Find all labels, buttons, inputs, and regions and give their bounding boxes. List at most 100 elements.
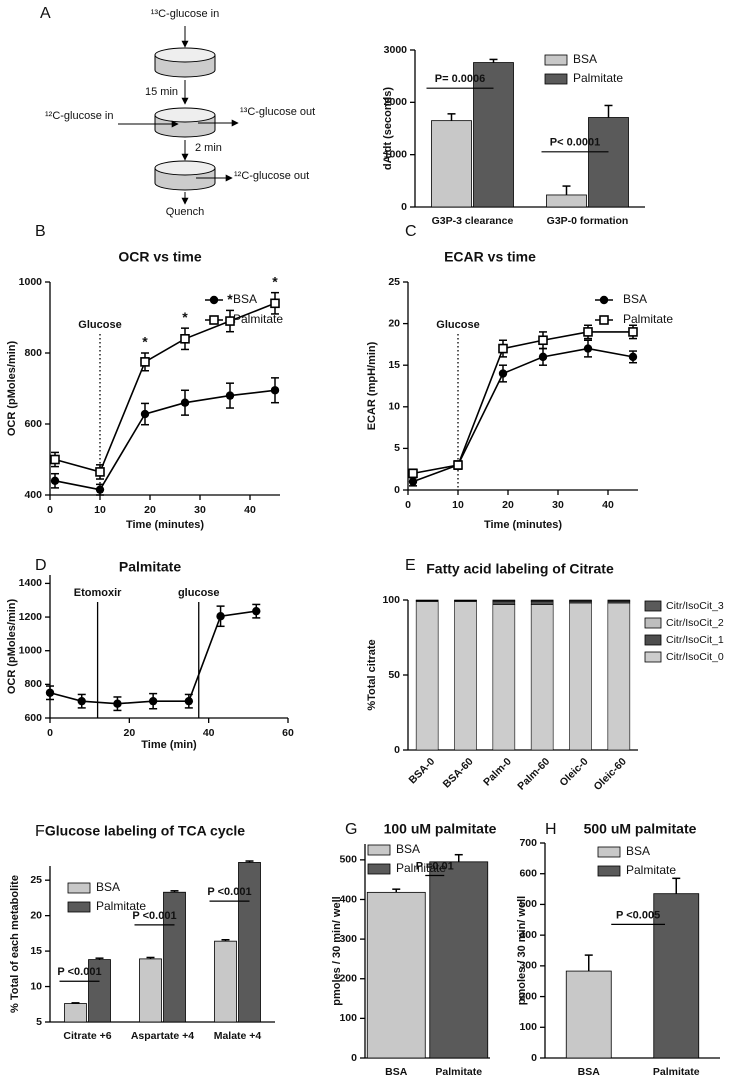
y-tick-label: 300 [339,933,357,945]
y-axis-label: pmoles / 30 min/ well [331,896,343,1005]
legend-label: BSA [626,844,650,858]
y-tick-label: 10 [30,980,42,992]
x-axis-label: Time (min) [141,739,197,751]
x-tick-label: Palmitate [435,1066,482,1078]
legend-label: Citr/IsoCit_3 [666,600,724,612]
bar [214,940,237,1023]
y-tick-label: 400 [519,929,537,941]
diagram-label: ¹³C-glucose out [240,106,315,118]
bar-segment [530,601,554,605]
x-tick-label: Malate +4 [214,1030,262,1042]
x-tick-label: 20 [502,499,514,511]
marker [583,327,593,337]
legend-label: Citr/IsoCit_0 [666,651,724,663]
y-tick-label: 50 [388,669,400,681]
x-tick-label: 10 [94,504,106,516]
y-axis-label: OCR (pMoles/min) [6,599,18,695]
event-label: Glucose [436,319,479,331]
legend-swatch [67,882,91,894]
event-label: Glucose [78,319,121,331]
marker [538,335,548,346]
y-tick-label: 100 [382,594,400,606]
marker [50,476,60,485]
bar-segment [569,599,592,602]
dish [154,47,216,78]
marker [45,688,55,697]
bar-segment [530,604,554,751]
legend-label: Citr/IsoCit_2 [666,617,724,629]
y-tick-label: 500 [339,854,357,866]
diagram-label: 15 min [145,86,178,98]
bar-segment [415,601,439,751]
marker [209,295,219,305]
bar [366,891,426,1059]
y-tick-label: 600 [24,712,42,724]
x-tick-label: Palm-0 [481,755,514,788]
x-tick-label: 20 [123,727,135,739]
x-axis-label: Time (minutes) [126,519,204,531]
diagram-label: ¹²C-glucose in [45,110,113,122]
bar-segment [607,602,631,751]
y-tick-label: 1200 [19,611,43,623]
x-tick-label: Oleic-0 [557,755,590,788]
y-tick-label: 700 [519,837,537,849]
significance-mark: * [272,273,278,289]
y-tick-label: 200 [519,990,537,1002]
x-tick-label: BSA-60 [441,755,476,790]
marker [140,357,150,367]
y-axis-label: ECAR (mpH/min) [366,341,378,430]
x-tick-label: Palm-60 [515,755,552,792]
chart-title: Glucose labeling of TCA cycle [45,823,245,839]
marker [140,409,150,419]
dish [154,107,216,138]
y-tick-label: 600 [24,418,42,430]
x-tick-label: 40 [203,727,215,739]
x-tick-label: G3P-0 formation [547,215,629,227]
y-tick-label: 1000 [384,148,408,160]
legend-swatch [644,634,662,646]
x-tick-label: Citrate +6 [63,1030,111,1042]
marker [599,295,609,305]
p-value: P <0.001 [132,910,176,922]
x-tick-label: BSA [385,1066,408,1078]
y-tick-label: 100 [339,1012,357,1024]
p-value: P= 0.0006 [435,73,485,85]
p-value: P <0.001 [57,966,101,978]
diagram-label: ¹³C-glucose in [151,8,219,20]
marker [599,315,609,325]
x-tick-label: BSA [578,1066,601,1078]
y-tick-label: 10 [388,401,400,413]
y-tick-label: 0 [394,744,400,756]
y-tick-label: 5 [36,1016,42,1028]
y-axis-label: OCR (pMoles/min) [6,341,18,437]
y-axis-label: pmoles / 30 min/ well [516,896,528,1005]
legend-label: BSA [573,52,597,66]
x-tick-label: 60 [282,727,294,739]
y-tick-label: 400 [339,893,357,905]
chart-title: Fatty acid labeling of Citrate [426,561,614,577]
bar [139,958,162,1023]
x-tick-label: 0 [47,727,53,739]
y-tick-label: 800 [24,347,42,359]
y-tick-label: 2000 [384,96,408,108]
y-tick-label: 25 [30,874,42,886]
marker [50,454,60,465]
x-tick-label: BSA-0 [406,755,437,786]
x-tick-label: 40 [244,504,256,516]
marker [408,477,418,486]
x-tick-label: Palmitate [653,1066,700,1078]
bar [431,120,472,208]
chart-title: OCR vs time [118,249,201,265]
marker [252,606,261,616]
bar [473,62,514,208]
p-value: P <0.005 [616,909,660,921]
y-tick-label: 3000 [384,44,408,56]
y-tick-label: 400 [24,489,42,501]
y-tick-label: 5 [394,442,400,454]
marker [180,333,190,344]
legend-label: Palmitate [96,899,146,913]
y-axis-label: %Total citrate [366,639,378,710]
bar [565,970,612,1059]
significance-mark: * [142,334,148,350]
bar [64,1003,87,1023]
